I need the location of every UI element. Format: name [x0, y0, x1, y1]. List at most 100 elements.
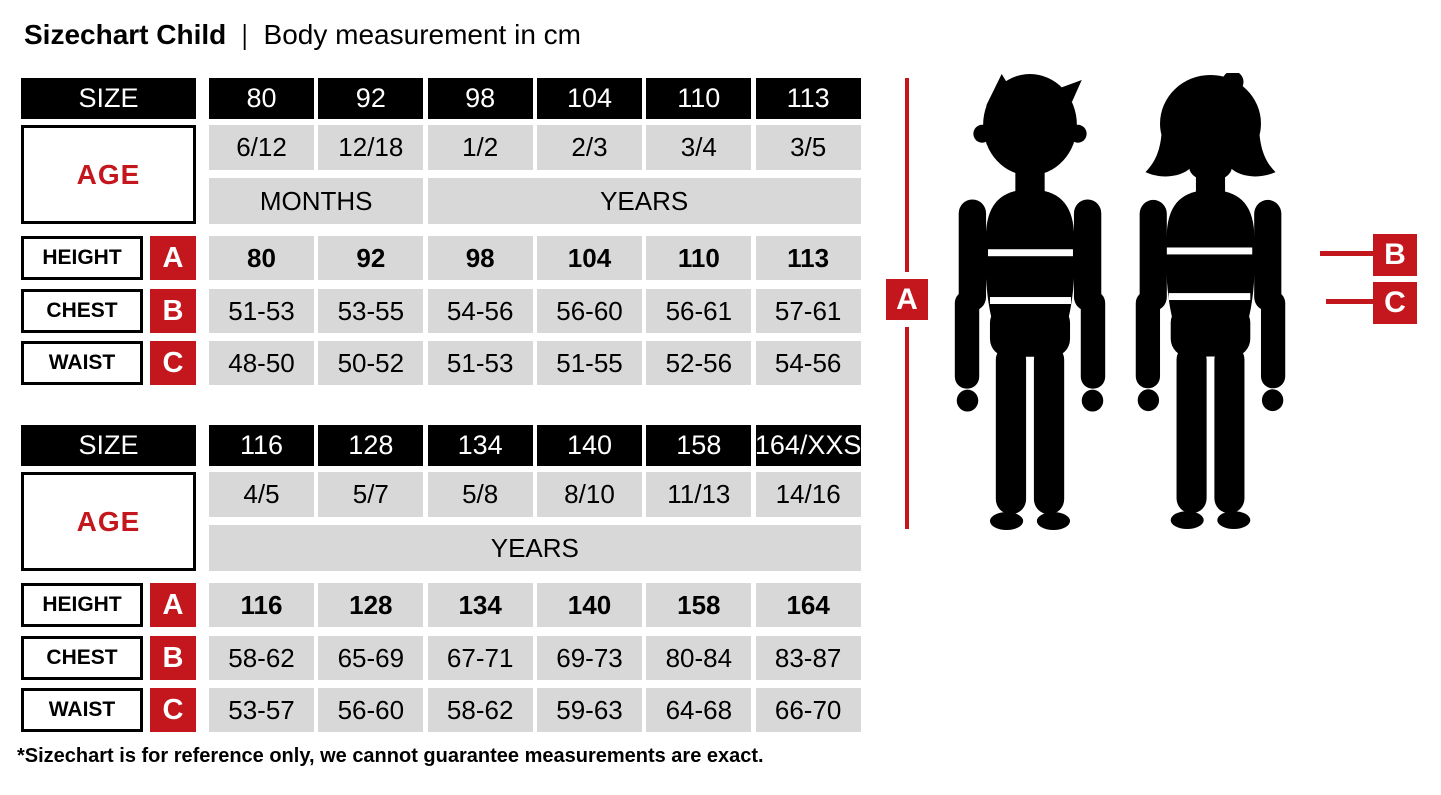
- marker-c-badge: C: [1373, 282, 1417, 324]
- chest-value-cell: 83-87: [755, 636, 861, 680]
- waist-value-cell: 51-53: [427, 341, 533, 385]
- footnote: *Sizechart is for reference only, we can…: [17, 745, 764, 767]
- chest-value-cell: 54-56: [427, 289, 533, 333]
- height-value-cell: 110: [646, 236, 752, 280]
- chest-value-cell: 57-61: [755, 289, 861, 333]
- age-value-cell: 11/13: [646, 472, 752, 517]
- height-measure-line-top: [905, 78, 909, 272]
- height-value-cell: 113: [755, 236, 861, 280]
- chest-value-cell: 56-61: [646, 289, 752, 333]
- chest-value-cell: 51-53: [209, 289, 314, 333]
- page-title: Sizechart Child | Body measurement in cm: [24, 20, 581, 50]
- chest-value-cell: 67-71: [427, 636, 533, 680]
- size-column-header: 128: [318, 425, 424, 466]
- height-value-cell: 140: [536, 583, 642, 627]
- chest-value-cell: 53-55: [318, 289, 424, 333]
- height-value-cell: 80: [209, 236, 314, 280]
- size-column-header: 140: [536, 425, 642, 466]
- chest-row-label: CHEST: [21, 636, 143, 680]
- marker-c-cell: C: [150, 341, 196, 385]
- waist-pointer-line: [1326, 299, 1374, 304]
- age-unit-cell: YEARS: [427, 178, 861, 224]
- chest-value-cell: 58-62: [209, 636, 314, 680]
- chest-value-cell: 69-73: [536, 636, 642, 680]
- size-column-header: 92: [318, 78, 424, 119]
- height-value-cell: 98: [427, 236, 533, 280]
- size-column-header: 158: [646, 425, 752, 466]
- age-value-cell: 12/18: [318, 125, 424, 170]
- age-value-cell: 2/3: [536, 125, 642, 170]
- marker-b-badge: B: [1373, 234, 1417, 276]
- age-value-cell: 1/2: [427, 125, 533, 170]
- marker-a-cell: A: [150, 583, 196, 627]
- waist-value-cell: 50-52: [318, 341, 424, 385]
- height-value-cell: 116: [209, 583, 314, 627]
- height-row-label: HEIGHT: [21, 583, 143, 627]
- size-header-label: SIZE: [21, 425, 196, 466]
- age-value-cell: 14/16: [755, 472, 861, 517]
- chest-row-label: CHEST: [21, 289, 143, 333]
- boy-silhouette: [954, 73, 1106, 531]
- size-column-header: 113: [755, 78, 861, 119]
- girl-silhouette: [1135, 73, 1286, 530]
- size-column-header: 164/XXS: [755, 425, 861, 466]
- girl-chest-band: [1166, 247, 1253, 255]
- sizechart-table-large-sizes: SIZE 116 128 134 140 158 164/XXS AGE 4/5 5/7 5/8 8/…: [21, 425, 868, 733]
- height-value-cell: 164: [755, 583, 861, 627]
- age-value-cell: 3/5: [755, 125, 861, 170]
- height-row-label: HEIGHT: [21, 236, 143, 280]
- boy-waist-band: [989, 297, 1072, 304]
- sizechart-table-small-sizes: SIZE 80 92 98 104 110 113 AGE 6/12 12/18 1/2 2/3 3/4…: [21, 78, 868, 386]
- waist-value-cell: 56-60: [318, 688, 424, 732]
- age-row-label: AGE: [21, 125, 196, 224]
- girl-waist-band: [1168, 293, 1251, 301]
- marker-a-cell: A: [150, 236, 196, 280]
- age-row-label: AGE: [21, 472, 196, 571]
- waist-value-cell: 52-56: [646, 341, 752, 385]
- chest-pointer-line: [1320, 251, 1374, 256]
- age-value-cell: 4/5: [209, 472, 314, 517]
- waist-value-cell: 66-70: [755, 688, 861, 732]
- height-value-cell: 128: [318, 583, 424, 627]
- marker-c-cell: C: [150, 688, 196, 732]
- title-subtitle: Body measurement in cm: [263, 19, 582, 50]
- chest-value-cell: 80-84: [646, 636, 752, 680]
- height-measure-line-bottom: [905, 327, 909, 529]
- waist-row-label: WAIST: [21, 341, 143, 385]
- size-column-header: 116: [209, 425, 314, 466]
- boy-chest-band: [988, 249, 1073, 257]
- size-column-header: 104: [536, 78, 642, 119]
- size-column-header: 110: [646, 78, 752, 119]
- age-value-cell: 3/4: [646, 125, 752, 170]
- waist-value-cell: 54-56: [755, 341, 861, 385]
- waist-value-cell: 53-57: [209, 688, 314, 732]
- chest-value-cell: 65-69: [318, 636, 424, 680]
- size-column-header: 134: [427, 425, 533, 466]
- chest-value-cell: 56-60: [536, 289, 642, 333]
- age-value-cell: 5/8: [427, 472, 533, 517]
- marker-a-badge: A: [886, 279, 928, 320]
- height-value-cell: 134: [427, 583, 533, 627]
- waist-value-cell: 48-50: [209, 341, 314, 385]
- height-value-cell: 92: [318, 236, 424, 280]
- size-header-label: SIZE: [21, 78, 196, 119]
- age-value-cell: 6/12: [209, 125, 314, 170]
- title-main: Sizechart Child: [24, 19, 227, 50]
- title-separator: |: [241, 19, 248, 50]
- waist-row-label: WAIST: [21, 688, 143, 732]
- height-value-cell: 104: [536, 236, 642, 280]
- waist-value-cell: 59-63: [536, 688, 642, 732]
- age-unit-cell: YEARS: [209, 525, 861, 571]
- age-unit-cell: MONTHS: [209, 178, 424, 224]
- age-value-cell: 5/7: [318, 472, 424, 517]
- waist-value-cell: 51-55: [536, 341, 642, 385]
- marker-b-cell: B: [150, 289, 196, 333]
- height-value-cell: 158: [646, 583, 752, 627]
- size-column-header: 98: [427, 78, 533, 119]
- marker-b-cell: B: [150, 636, 196, 680]
- size-column-header: 80: [209, 78, 314, 119]
- waist-value-cell: 58-62: [427, 688, 533, 732]
- age-value-cell: 8/10: [536, 472, 642, 517]
- waist-value-cell: 64-68: [646, 688, 752, 732]
